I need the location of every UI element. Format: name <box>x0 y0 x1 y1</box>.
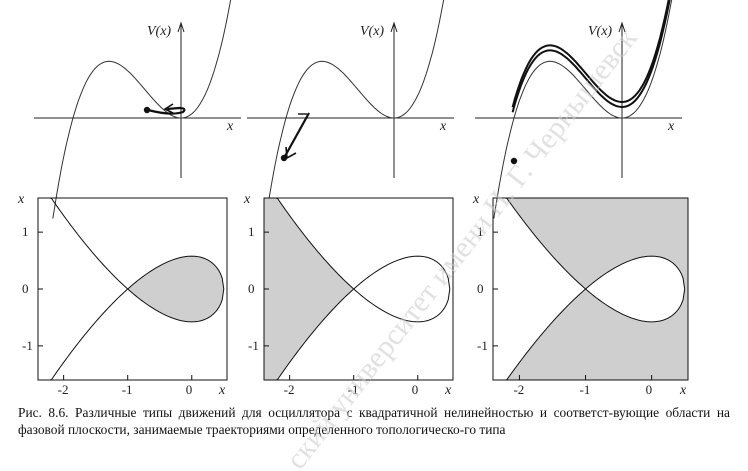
y-axis-label: V(x) <box>588 24 612 39</box>
x-tick-label: -1 <box>122 382 133 397</box>
potential-curve <box>265 0 445 219</box>
potential-panel-2: V(x) x <box>247 0 454 219</box>
potential-curve <box>493 0 673 219</box>
figure: V(x)xV(x)xV(x)x -2 -1 010-1xx -2 -1 010-1xx -2… <box>17 0 689 398</box>
y-axis-arrow <box>390 21 398 33</box>
trajectory-upper <box>511 0 670 108</box>
y-tick-label: -1 <box>22 338 33 353</box>
y-tick-label: 0 <box>22 281 29 296</box>
y-tick-label: 1 <box>22 224 29 239</box>
y-tick-label: 1 <box>477 224 484 239</box>
trajectory-arrow <box>147 106 186 115</box>
separatrix-branch-lower <box>264 288 355 381</box>
separatrix-loop <box>352 255 451 323</box>
y-axis-label: x <box>243 192 251 207</box>
x-axis-label: x <box>439 119 447 134</box>
x-axis-label: x <box>679 383 687 398</box>
x-axis-label: x <box>218 383 226 398</box>
separatrix-loop <box>584 255 686 323</box>
particle-dot <box>280 154 288 162</box>
separatrix-branch-lower <box>493 288 586 381</box>
separatrix-branch-lower <box>38 288 129 381</box>
separatrix-loop <box>126 255 225 323</box>
y-tick-label: 1 <box>248 224 255 239</box>
x-axis-label: x <box>226 119 234 134</box>
y-tick-label: -1 <box>248 338 259 353</box>
y-tick-label: 0 <box>248 281 255 296</box>
x-tick-label: -2 <box>58 382 69 397</box>
x-tick-label: -1 <box>348 382 359 397</box>
y-tick-label: 0 <box>477 281 484 296</box>
x-tick-label: -2 <box>284 382 295 397</box>
potential-curve <box>52 0 232 219</box>
x-tick-label: -1 <box>580 382 591 397</box>
y-tick-label: -1 <box>477 338 488 353</box>
y-axis-arrow <box>177 21 185 33</box>
shaded-region <box>264 198 354 380</box>
trajectory-lower <box>511 0 671 113</box>
x-tick-label: 0 <box>412 382 419 397</box>
arrowhead <box>163 103 174 114</box>
shaded-region <box>127 256 224 322</box>
particle-dot <box>143 106 151 114</box>
x-tick-label: 0 <box>646 382 653 397</box>
trajectory-arrow <box>283 112 310 159</box>
separatrix-branch-upper <box>264 197 355 290</box>
shaded-region <box>493 198 688 380</box>
x-tick-label: 0 <box>186 382 193 397</box>
y-axis-label: V(x) <box>147 24 171 39</box>
x-axis-label: x <box>667 119 675 134</box>
separatrix-branch-upper <box>38 197 129 290</box>
potential-panel-3: V(x) x <box>475 0 682 219</box>
particle-dot <box>510 157 518 165</box>
figure-caption: Рис. 8.6. Различные типы движений для ос… <box>18 405 730 437</box>
y-axis-arrow <box>618 21 626 33</box>
y-axis-label: x <box>472 192 480 207</box>
phase-panel-3: -2 -1 0 1 0 -1 x x <box>472 192 689 398</box>
separatrix-branch-upper <box>493 197 586 290</box>
y-axis-label: V(x) <box>360 24 384 39</box>
y-axis-label: x <box>17 192 25 207</box>
x-axis-label: x <box>444 383 452 398</box>
x-tick-label: -2 <box>513 382 524 397</box>
phase-panel-2: -2 -1 0 1 0 -1 x x <box>243 192 454 398</box>
phase-panel-1: -2 -1 0 1 0 -1 x x <box>17 192 228 398</box>
potential-panel-1: V(x) x <box>34 0 241 219</box>
